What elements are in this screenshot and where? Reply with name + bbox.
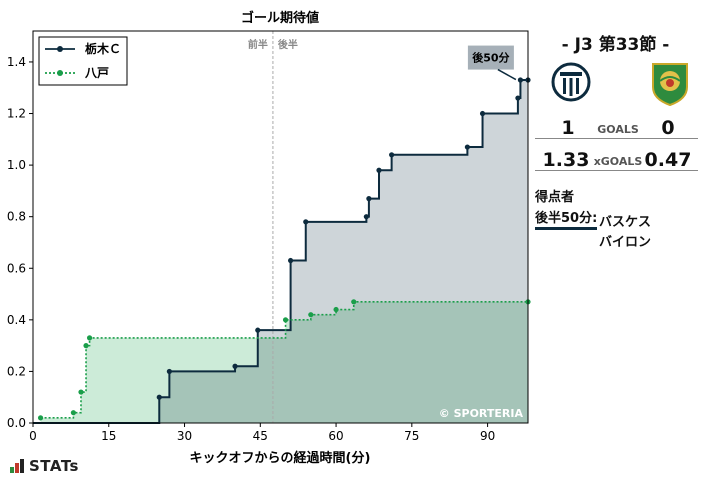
goal-annotation-arrow [497, 68, 517, 81]
x-tick-label: 0 [29, 429, 37, 443]
data-point [78, 389, 84, 395]
away-goals: 0 [661, 117, 675, 139]
data-point [479, 110, 486, 117]
xgoals-label: xGOALS [593, 155, 643, 168]
watermark: © SPORTERIA [439, 407, 524, 420]
x-tick-label: 45 [253, 429, 268, 443]
data-point [282, 317, 289, 323]
data-point [156, 394, 162, 400]
match-panel: - J3 第33節 - 1 GOALS 0 1.33 xGOALS 0.47 得… [533, 0, 703, 479]
legend-label: 八戸 [84, 66, 109, 80]
x-tick-label: 60 [328, 429, 343, 443]
data-point [70, 410, 77, 416]
data-point [464, 144, 470, 150]
y-tick-label: 0.8 [7, 210, 26, 224]
goal-time: 後半50分: [535, 211, 598, 230]
stats-logo: STATs [10, 457, 79, 477]
legend: 栃木Ｃ 八戸 [38, 36, 128, 86]
divider [535, 138, 698, 139]
divider [535, 170, 698, 171]
data-point [515, 95, 521, 101]
data-point [37, 415, 44, 421]
halftime-label-first: 前半 [248, 38, 268, 51]
plot-frame [32, 30, 529, 424]
data-point [232, 363, 238, 369]
data-point [288, 257, 294, 264]
away-xg: 0.47 [644, 149, 692, 171]
data-point [166, 368, 172, 375]
x-tick-label: 75 [404, 429, 419, 443]
chart-title: ゴール期待値 [241, 10, 319, 26]
data-point [376, 167, 382, 173]
stats-bars-icon [10, 459, 25, 477]
data-point [389, 152, 395, 158]
data-point [308, 312, 314, 318]
x-tick-label: 30 [177, 429, 192, 443]
home-goals: 1 [561, 117, 575, 139]
series-area-home [33, 80, 528, 423]
match-title: - J3 第33節 - [561, 35, 670, 55]
data-point [83, 343, 89, 349]
brand-name: STATs [29, 457, 79, 475]
y-tick-label: 1.4 [7, 55, 26, 69]
legend-box [38, 36, 128, 86]
y-tick-label: 1.0 [7, 158, 26, 172]
scorers-title: 得点者 [535, 190, 575, 205]
y-tick-label: 0.6 [7, 261, 26, 275]
data-point [333, 306, 339, 313]
data-point [351, 299, 357, 305]
data-point [255, 327, 261, 333]
goal-annotation-label: 後50分 [472, 51, 509, 65]
home-xg: 1.33 [542, 149, 590, 171]
x-axis-label: キックオフからの経過時間(分) [190, 450, 371, 466]
away-team-crest-icon [652, 63, 688, 107]
halftime-label-second: 後半 [278, 38, 298, 51]
y-tick-label: 1.2 [7, 107, 26, 121]
legend-label: 栃木Ｃ [85, 41, 121, 56]
y-tick-label: 0.0 [7, 416, 26, 430]
goals-label: GOALS [597, 123, 639, 136]
data-point [303, 219, 309, 225]
data-point [363, 214, 369, 220]
series-line-away [40, 300, 528, 419]
legend-marker [57, 46, 63, 52]
y-tick-label: 0.4 [7, 313, 26, 327]
goal-player-line1: バスケス [599, 215, 652, 230]
data-point [366, 196, 372, 202]
goal-annotation-box [467, 45, 514, 70]
home-team-crest-icon [551, 62, 591, 102]
xg-chart: ゴール期待値 前半 後半 0 15 30 45 60 75 90 0.0 0.2 0.4 0.6 0.8 1… [7, 10, 531, 466]
data-point [517, 77, 524, 83]
plot-area: 前半 後半 0 15 30 45 60 75 90 0.0 0.2 0.4 0.6 0.8 1.0 1.2 1.… [7, 30, 531, 443]
legend-marker [57, 70, 63, 76]
x-tick-label: 15 [101, 429, 116, 443]
data-point [86, 335, 93, 341]
y-tick-label: 0.2 [7, 364, 26, 378]
x-tick-label: 90 [480, 429, 495, 443]
goal-player-line2: バイロン [599, 235, 652, 250]
